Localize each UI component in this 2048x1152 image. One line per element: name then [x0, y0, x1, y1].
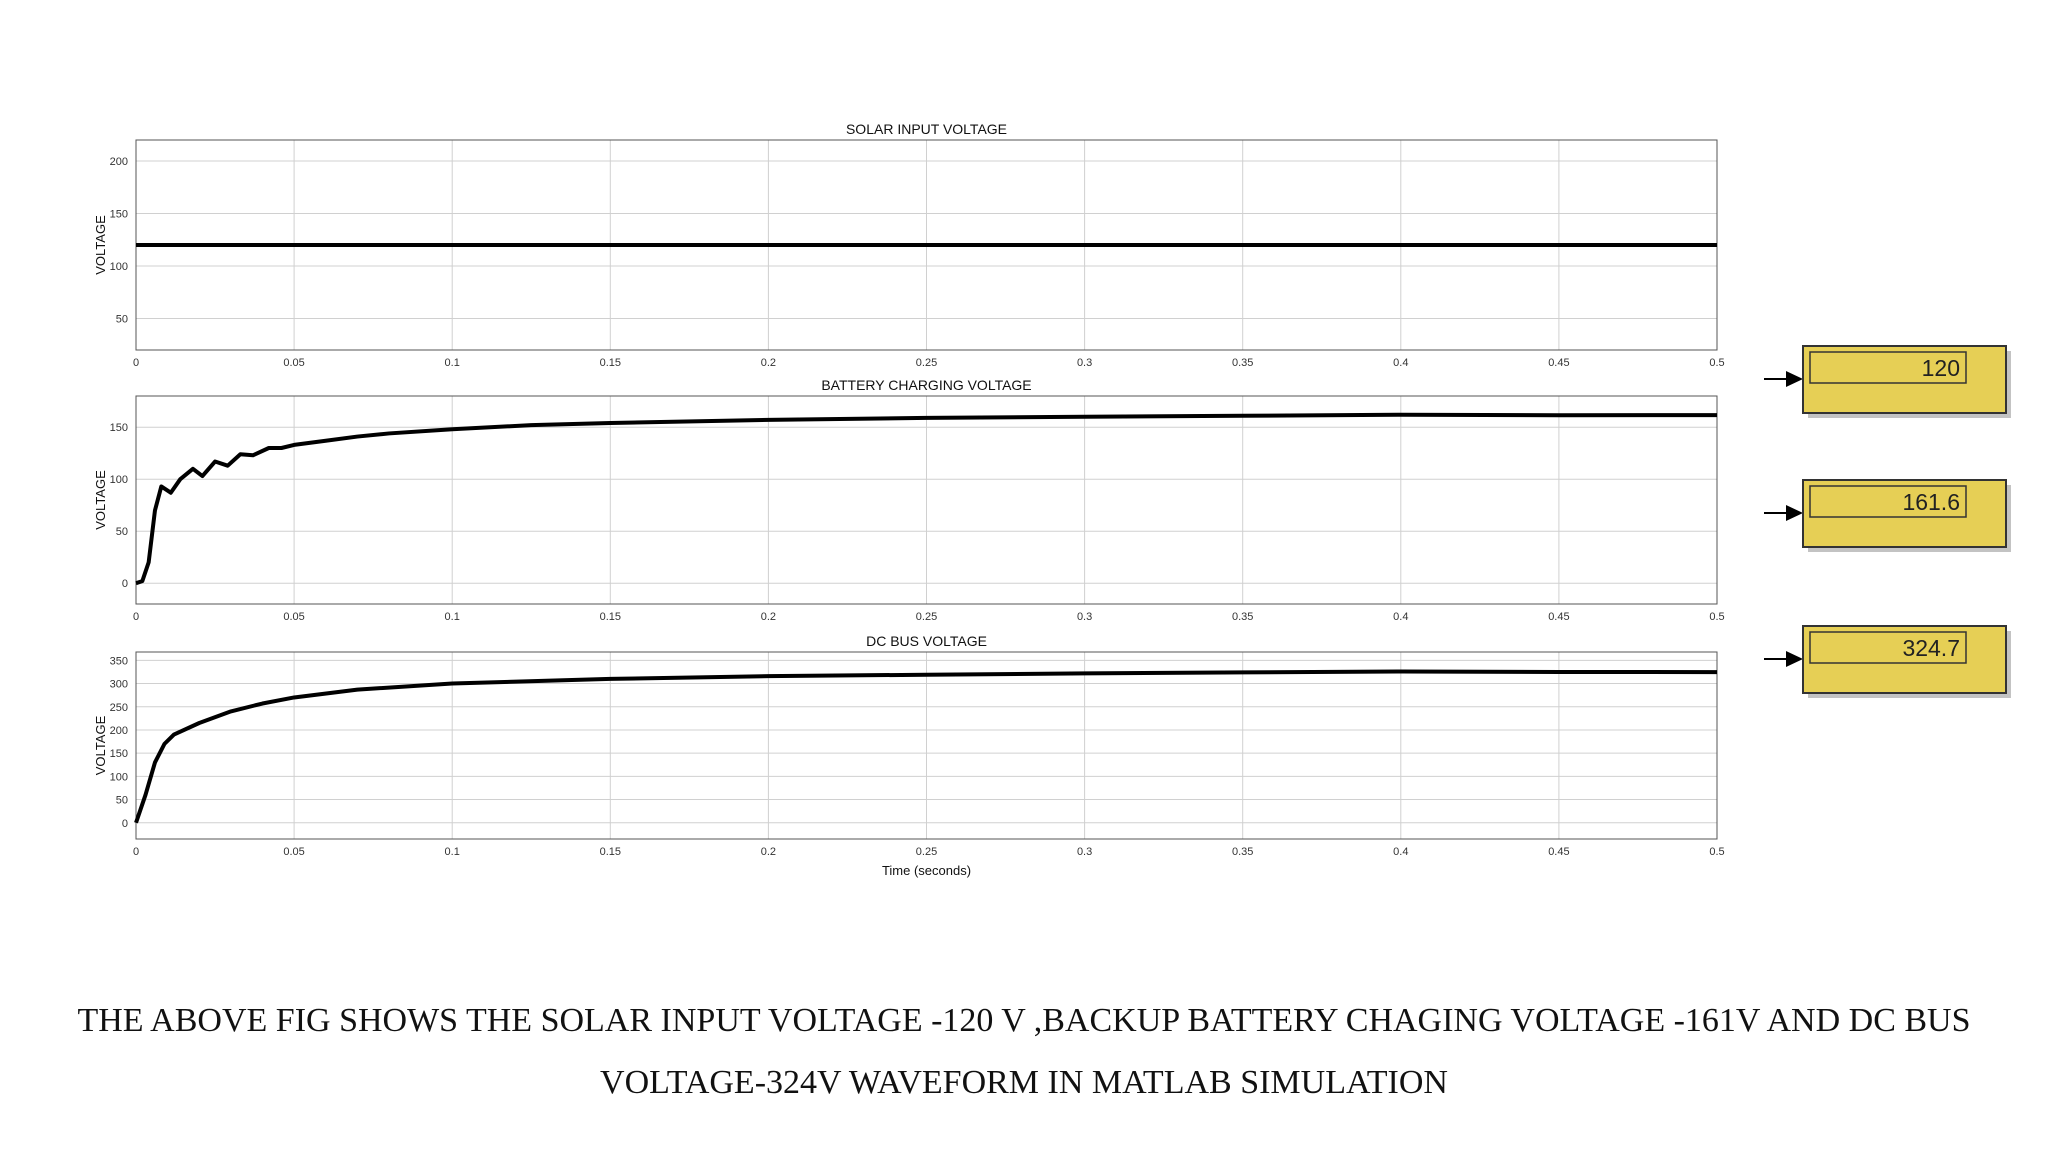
x-tick-label: 0.05 — [283, 357, 304, 369]
x-tick-label: 0 — [133, 846, 139, 858]
x-tick-label: 0.45 — [1548, 846, 1569, 858]
x-tick-label: 0.35 — [1232, 357, 1253, 369]
x-tick-label: 0.3 — [1077, 357, 1092, 369]
y-tick-label: 200 — [110, 725, 128, 737]
y-tick-label: 0 — [122, 818, 128, 830]
display-box — [1802, 345, 2007, 414]
y-tick-label: 150 — [110, 748, 128, 760]
y-tick-label: 200 — [110, 156, 128, 168]
x-tick-label: 0.15 — [600, 357, 621, 369]
x-axis-label: Time (seconds) — [882, 863, 971, 878]
x-tick-label: 0.35 — [1232, 846, 1253, 858]
display-block: 324.7 — [1764, 625, 2011, 698]
y-tick-label: 350 — [110, 655, 128, 667]
display-block: 161.6 — [1764, 479, 2011, 552]
y-tick-label: 0 — [122, 578, 128, 590]
x-tick-label: 0.2 — [761, 846, 776, 858]
x-tick-label: 0.1 — [445, 611, 460, 623]
x-tick-label: 0 — [133, 611, 139, 623]
caption: THE ABOVE FIG SHOWS THE SOLAR INPUT VOLT… — [77, 1002, 1971, 1101]
display-value: 161.6 — [1902, 489, 1960, 515]
display-field — [1809, 631, 1967, 664]
x-tick-label: 0.2 — [761, 357, 776, 369]
display-value: 324.7 — [1902, 635, 1960, 661]
x-tick-label: 0.05 — [283, 846, 304, 858]
x-tick-label: 0.4 — [1393, 611, 1408, 623]
data-line — [134, 669, 1718, 824]
y-tick-label: 250 — [110, 702, 128, 714]
x-tick-label: 0.45 — [1548, 611, 1569, 623]
display-field — [1809, 351, 1967, 384]
x-tick-label: 0.25 — [916, 357, 937, 369]
x-tick-label: 0.5 — [1709, 846, 1724, 858]
chart-title: BATTERY CHARGING VOLTAGE — [821, 377, 1031, 393]
display-field — [1809, 485, 1967, 518]
y-tick-label: 50 — [116, 314, 128, 326]
plot-frame — [135, 395, 1718, 605]
y-axis-label: VOLTAGE — [93, 715, 108, 775]
y-tick-label: 100 — [110, 474, 128, 486]
chart-title: DC BUS VOLTAGE — [866, 633, 987, 649]
x-tick-label: 0.25 — [916, 846, 937, 858]
x-tick-label: 0.5 — [1709, 611, 1724, 623]
display-box — [1802, 625, 2007, 694]
x-tick-label: 0.1 — [445, 846, 460, 858]
data-line — [135, 412, 1718, 586]
x-tick-label: 0.1 — [445, 357, 460, 369]
x-tick-label: 0.35 — [1232, 611, 1253, 623]
x-tick-label: 0 — [133, 357, 139, 369]
x-tick-label: 0.3 — [1077, 611, 1092, 623]
x-tick-label: 0.4 — [1393, 357, 1408, 369]
y-tick-label: 300 — [110, 679, 128, 691]
x-tick-label: 0.05 — [283, 611, 304, 623]
arrow-head — [1786, 651, 1803, 667]
arrow-head — [1786, 371, 1803, 387]
y-tick-label: 50 — [116, 526, 128, 538]
x-tick-label: 0.3 — [1077, 846, 1092, 858]
y-axis-label: VOLTAGE — [93, 470, 108, 530]
x-tick-label: 0.2 — [761, 611, 776, 623]
x-tick-label: 0.25 — [916, 611, 937, 623]
figure: 0 0.05 0.1 0.15 0.2 0.25 0.3 0.35 0.4 0.45 0.5 50 10… — [93, 121, 2011, 878]
chart-title: SOLAR INPUT VOLTAGE — [846, 121, 1007, 137]
arrow-head — [1786, 505, 1803, 521]
y-tick-label: 150 — [110, 209, 128, 221]
display-value: 120 — [1922, 355, 1960, 381]
x-tick-label: 0.5 — [1709, 357, 1724, 369]
x-tick-label: 0.45 — [1548, 357, 1569, 369]
x-tick-label: 0.15 — [600, 611, 621, 623]
display-box — [1802, 479, 2007, 548]
y-tick-label: 150 — [110, 422, 128, 434]
y-tick-label: 100 — [110, 261, 128, 273]
plot-frame — [135, 651, 1718, 840]
y-axis-label: VOLTAGE — [93, 215, 108, 275]
display-block: 120 — [1764, 345, 2011, 418]
y-tick-label: 50 — [116, 795, 128, 807]
x-tick-label: 0.4 — [1393, 846, 1408, 858]
y-tick-label: 100 — [110, 771, 128, 783]
x-tick-label: 0.15 — [600, 846, 621, 858]
